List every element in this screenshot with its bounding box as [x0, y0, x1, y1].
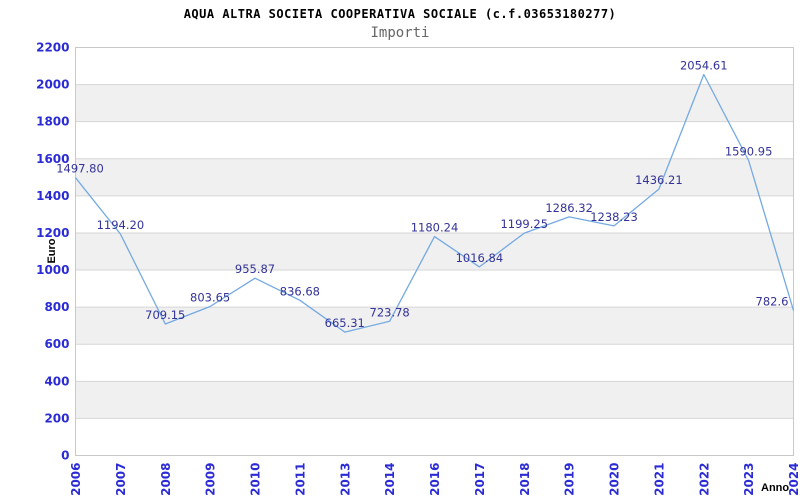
x-tick-label: 2021	[652, 463, 666, 496]
y-axis-title: Euro	[46, 238, 58, 264]
y-tick-label: 1000	[36, 263, 69, 277]
grid-band	[75, 307, 794, 345]
grid-band	[75, 84, 794, 122]
data-point-label: 709.15	[145, 308, 185, 322]
y-tick-label: 1200	[36, 226, 69, 240]
data-point-label: 2054.61	[680, 58, 728, 72]
data-point-label: 836.68	[280, 284, 320, 298]
data-point-label: 1180.24	[411, 221, 459, 235]
x-tick-label: 2018	[518, 463, 532, 496]
y-tick-label: 2000	[36, 78, 69, 92]
y-tick-label: 600	[44, 337, 69, 351]
y-tick-label: 1800	[36, 115, 69, 129]
x-tick-label: 2020	[608, 463, 622, 496]
x-tick-label: 2008	[159, 463, 173, 496]
plot-border	[75, 47, 794, 456]
x-tick-label: 2016	[428, 463, 442, 496]
x-tick-label: 2017	[473, 463, 487, 496]
data-point-label: 723.78	[370, 305, 410, 319]
chart-title: AQUA ALTRA SOCIETA COOPERATIVA SOCIALE (…	[183, 7, 617, 21]
x-axis-title: Anno	[761, 482, 790, 494]
x-tick-label: 2007	[114, 463, 128, 496]
chart-subtitle: Importi	[370, 25, 430, 41]
data-point-label: 665.31	[325, 316, 365, 330]
y-tick-label: 1600	[36, 152, 69, 166]
y-tick-label: 200	[44, 411, 69, 425]
grid-band	[75, 381, 794, 419]
x-tick-label: 2011	[293, 463, 307, 496]
y-tick-label: 1400	[36, 189, 69, 203]
x-tick-label: 2022	[697, 463, 711, 496]
x-tick-label: 2024	[787, 463, 800, 496]
y-tick-label: 0	[61, 449, 69, 463]
data-point-label: 1016.84	[456, 251, 504, 265]
x-tick-label: 2006	[69, 463, 83, 496]
x-tick-label: 2009	[204, 463, 218, 496]
x-tick-label: 2010	[249, 463, 263, 496]
x-tick-label: 2023	[742, 463, 756, 496]
y-tick-label: 800	[44, 300, 69, 314]
y-tick-label: 400	[44, 374, 69, 388]
x-tick-label: 2013	[338, 463, 352, 496]
y-tick-label: 2200	[36, 41, 69, 55]
data-point-label: 1199.25	[500, 217, 548, 231]
data-point-label: 782.6	[756, 294, 789, 308]
grid-band	[75, 158, 794, 196]
data-point-label: 955.87	[235, 262, 275, 276]
data-point-label: 1436.21	[635, 173, 683, 187]
data-point-label: 803.65	[190, 290, 230, 304]
x-tick-label: 2014	[383, 463, 397, 496]
data-point-label: 1194.20	[97, 218, 145, 232]
data-point-label: 1238.23	[590, 210, 638, 224]
grid-band	[75, 232, 794, 271]
data-point-label: 1590.95	[725, 144, 773, 158]
series-line	[74, 73, 795, 333]
data-point-label: 1286.32	[545, 201, 593, 215]
data-point-label: 1497.80	[56, 162, 104, 176]
x-tick-label: 2019	[563, 463, 577, 496]
